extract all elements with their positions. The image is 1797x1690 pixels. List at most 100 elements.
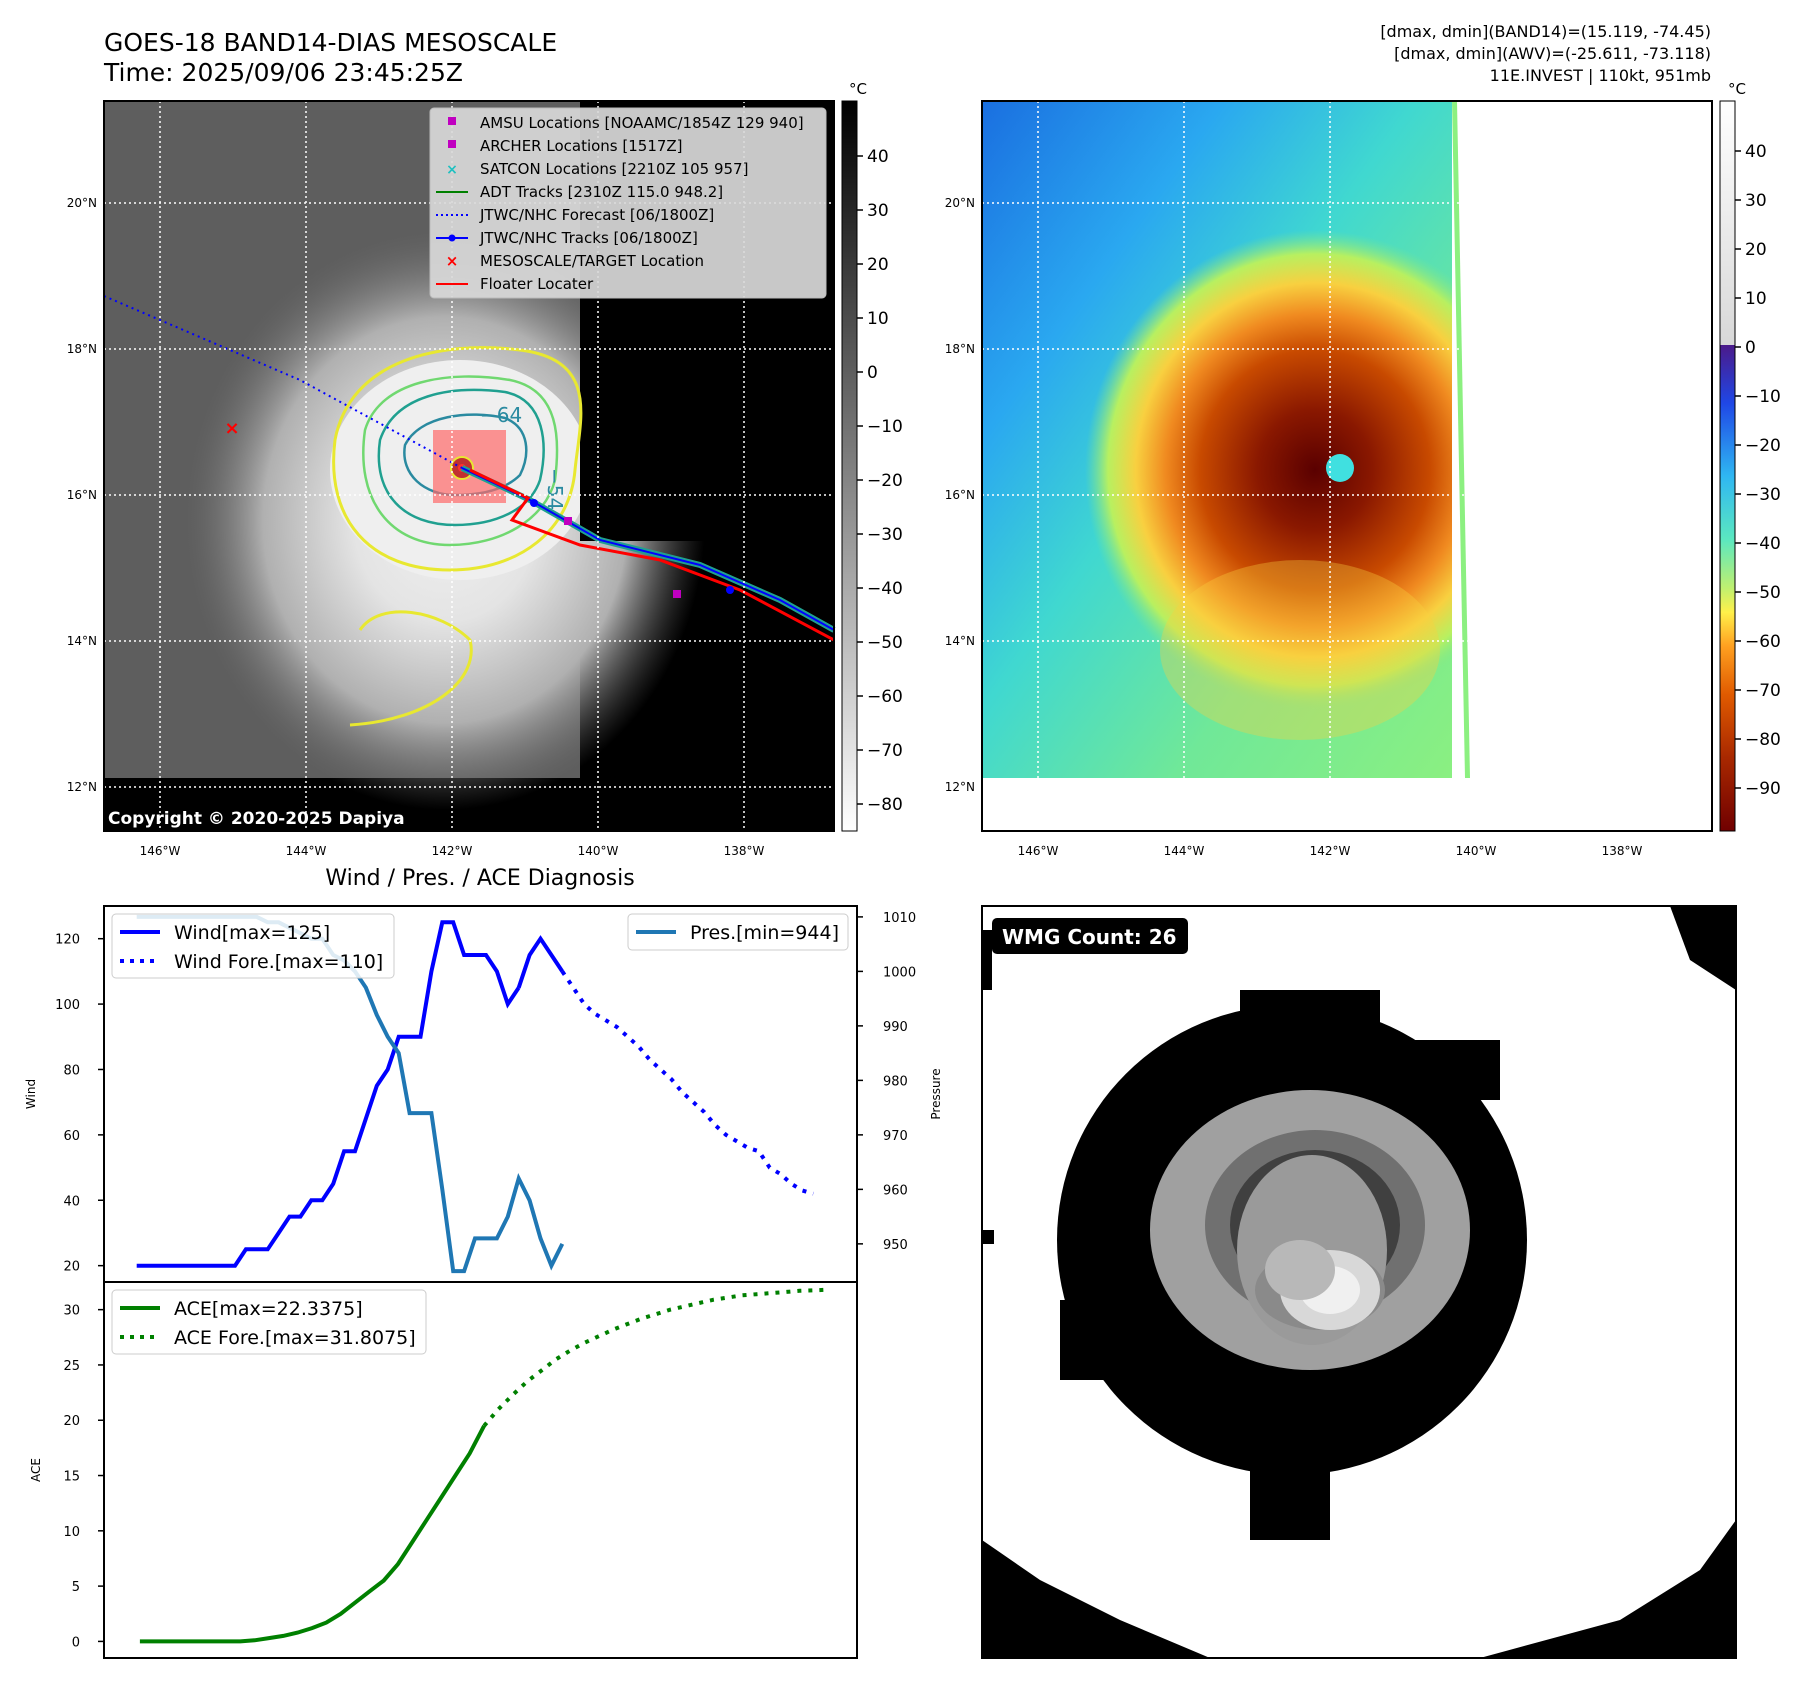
color-colorbar-tick-label: −50 xyxy=(1745,583,1781,603)
color-colorbar-tick-label: −40 xyxy=(1745,534,1781,554)
legend-pressure: Pres.[min=944] xyxy=(690,922,839,944)
gray-colorbar-tick-label: −60 xyxy=(867,687,903,707)
color-colorbar-tick-label: −90 xyxy=(1745,779,1781,799)
figure-title: GOES-18 BAND14-DIAS MESOSCALE xyxy=(104,28,557,57)
ir-lat-tick-16: 16°N xyxy=(67,488,97,502)
wv-lon-tick-144: 144°W xyxy=(1164,844,1205,858)
color-colorbar-tick-label: 30 xyxy=(1745,191,1767,211)
gray-colorbar: °C 40 30 20 10 0 −10 −20 −30 −40 −50 −60 −70 −80 xyxy=(841,80,903,832)
contour-label-64: −64 xyxy=(480,403,522,427)
ace-ytick-label: 15 xyxy=(63,1470,80,1485)
gray-colorbar-unit: °C xyxy=(849,80,867,98)
wv-lon-tick-146: 146°W xyxy=(1018,844,1059,858)
legend-ace: ACE[max=22.3375] xyxy=(174,1298,363,1320)
ir-lat-tick-12: 12°N xyxy=(67,780,97,794)
color-colorbar-unit: °C xyxy=(1728,80,1746,98)
wv-lat-tick-20: 20°N xyxy=(945,196,975,210)
gray-colorbar-tick-label: −50 xyxy=(867,633,903,653)
gray-colorbar-tick-label: −40 xyxy=(867,579,903,599)
wv-lat-tick-16: 16°N xyxy=(945,488,975,502)
pressure-ytick-label: 1010 xyxy=(883,911,916,926)
legend-ace-forecast: ACE Fore.[max=31.8075] xyxy=(174,1327,416,1349)
color-colorbar-tick-label: 40 xyxy=(1745,142,1767,162)
legend-marker-target: × xyxy=(446,252,459,270)
ace-chart: 0 5 10 15 20 25 30 ACE ACE[max=22.3375] ACE Fo… xyxy=(29,1281,858,1659)
ace-series-line-0 xyxy=(139,1424,486,1644)
legend-label-tracks: JTWC/NHC Tracks [06/1800Z] xyxy=(479,229,698,247)
wv-lat-tick-12: 12°N xyxy=(945,780,975,794)
ir-lon-tick-138: 138°W xyxy=(724,844,765,858)
gray-colorbar-tick-label: 0 xyxy=(867,363,878,383)
gray-colorbar-tick-label: 20 xyxy=(867,255,889,275)
color-colorbar-tick-label: 20 xyxy=(1745,240,1767,260)
ir-lat-tick-20: 20°N xyxy=(67,196,97,210)
legend-marker-satcon: × xyxy=(446,162,458,178)
ace-ytick-label: 0 xyxy=(72,1635,80,1650)
legend-label-floater: Floater Locater xyxy=(480,275,594,293)
wv-map-axes: 146°W 144°W 142°W 140°W 138°W 20°N 18°N … xyxy=(945,196,1643,858)
figure-time: Time: 2025/09/06 23:45:25Z xyxy=(103,58,463,87)
wind-ytick-label: 20 xyxy=(63,1260,80,1275)
ir-map-axes: 146°W 144°W 142°W 140°W 138°W 20°N 18°N … xyxy=(67,196,765,858)
wind-pressure-chart: 20 40 60 80 100 120 950 960 970 980 990 1000 1010 W… xyxy=(24,905,943,1283)
ace-ytick-label: 20 xyxy=(63,1414,80,1429)
pressure-ytick-label: 980 xyxy=(883,1074,908,1089)
ir-map-legend: AMSU Locations [NOAAMC/1854Z 129 940] AR… xyxy=(429,107,827,299)
legend-label-adt: ADT Tracks [2310Z 115.0 948.2] xyxy=(480,183,723,201)
wmg-panel: WMG Count: 26 xyxy=(981,905,1737,1659)
legend-label-amsu: AMSU Locations [NOAAMC/1854Z 129 940] xyxy=(480,114,804,132)
color-colorbar-tick-label: −80 xyxy=(1745,730,1781,750)
info-band14: [dmax, dmin](BAND14)=(15.119, -74.45) xyxy=(1380,22,1711,41)
series-line-1 xyxy=(516,935,564,989)
wv-lat-tick-18: 18°N xyxy=(945,342,975,356)
legend-label-satcon: SATCON Locations [2210Z 105 957] xyxy=(480,160,748,178)
gray-colorbar-tick-label: −70 xyxy=(867,741,903,761)
ace-ytick-label: 10 xyxy=(63,1525,80,1540)
color-colorbar-tick-label: −30 xyxy=(1745,485,1781,505)
wind-ytick-label: 80 xyxy=(63,1063,80,1078)
ace-axis-label: ACE xyxy=(29,1458,43,1482)
pressure-ytick-label: 990 xyxy=(883,1020,908,1035)
pressure-ytick-label: 970 xyxy=(883,1129,908,1144)
gray-colorbar-tick-label: 30 xyxy=(867,201,889,221)
diagnosis-title: Wind / Pres. / ACE Diagnosis xyxy=(325,866,634,891)
ir-lat-tick-14: 14°N xyxy=(67,634,97,648)
color-colorbar-tick-label: −60 xyxy=(1745,632,1781,652)
ace-ytick-label: 5 xyxy=(72,1580,80,1595)
color-colorbar-tick-label: −70 xyxy=(1745,681,1781,701)
wind-ytick-label: 120 xyxy=(55,933,80,948)
gray-colorbar-tick-label: −20 xyxy=(867,471,903,491)
legend-label-target: MESOSCALE/TARGET Location xyxy=(480,252,704,270)
legend-wind: Wind[max=125] xyxy=(174,922,330,944)
svg-text:×: × xyxy=(224,418,239,439)
gray-colorbar-tick-label: −80 xyxy=(867,795,903,815)
legend-wind-forecast: Wind Fore.[max=110] xyxy=(174,951,383,973)
ace-ytick-label: 30 xyxy=(63,1304,80,1319)
legend-label-archer: ARCHER Locations [1517Z] xyxy=(480,137,683,155)
ace-ytick-label: 25 xyxy=(63,1359,80,1374)
legend-label-forecast: JTWC/NHC Forecast [06/1800Z] xyxy=(479,206,714,224)
color-colorbar-tick-label: −10 xyxy=(1745,387,1781,407)
ir-lat-tick-18: 18°N xyxy=(67,342,97,356)
info-storm: 11E.INVEST | 110kt, 951mb xyxy=(1490,66,1711,85)
ace-legend: ACE[max=22.3375] ACE Fore.[max=31.8075] xyxy=(111,1289,427,1355)
wind-axis-label: Wind xyxy=(24,1079,38,1109)
pressure-ytick-label: 1000 xyxy=(883,965,916,980)
copyright-notice: Copyright © 2020-2025 Dapiya xyxy=(108,809,405,829)
pressure-axis-label: Pressure xyxy=(929,1068,943,1119)
wind-legend: Wind[max=125] Wind Fore.[max=110] xyxy=(111,913,395,979)
color-colorbar-tick-label: −20 xyxy=(1745,436,1781,456)
ir-lon-tick-146: 146°W xyxy=(140,844,181,858)
ir-lon-tick-142: 142°W xyxy=(432,844,473,858)
legend-marker-amsu xyxy=(448,117,456,125)
color-colorbar-tick-label: 10 xyxy=(1745,289,1767,309)
ir-lon-tick-144: 144°W xyxy=(286,844,327,858)
contour-label-54: −54 xyxy=(543,468,567,510)
gray-colorbar-tick-label: 10 xyxy=(867,309,889,329)
wv-lon-tick-140: 140°W xyxy=(1456,844,1497,858)
wv-lat-tick-14: 14°N xyxy=(945,634,975,648)
ace-series-line-1 xyxy=(482,1287,829,1428)
gray-colorbar-tick-label: 40 xyxy=(867,147,889,167)
gray-colorbar-tick-label: −10 xyxy=(867,417,903,437)
pressure-legend: Pres.[min=944] xyxy=(627,913,849,951)
